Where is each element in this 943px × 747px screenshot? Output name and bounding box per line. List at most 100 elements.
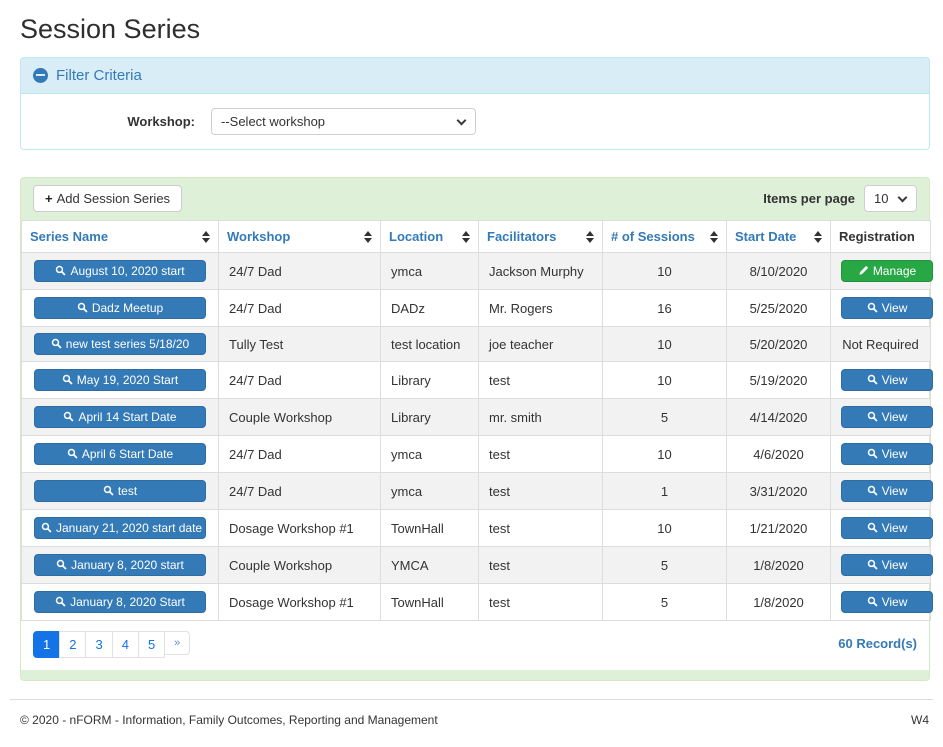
workshop-cell: Dosage Workshop #1: [218, 583, 381, 621]
sort-icon: [462, 230, 470, 243]
column-header-facilitators[interactable]: Facilitators: [478, 220, 603, 253]
search-icon: [55, 595, 70, 609]
sessions-cell: 16: [602, 289, 727, 327]
start-date-cell: 5/25/2020: [726, 289, 831, 327]
series-name-button[interactable]: January 8, 2020 Start: [34, 591, 206, 613]
filter-criteria-title: Filter Criteria: [56, 67, 142, 84]
column-header-location[interactable]: Location: [380, 220, 479, 253]
items-per-page-select[interactable]: 10: [864, 185, 917, 212]
column-label: # of Sessions: [611, 229, 695, 244]
workshop-cell: 24/7 Dad: [218, 252, 381, 290]
version-label: W4: [911, 713, 929, 727]
view-registration-button[interactable]: View: [841, 297, 933, 319]
page-button-5[interactable]: 5: [137, 631, 166, 658]
view-registration-button[interactable]: View: [841, 369, 933, 391]
view-registration-button[interactable]: View: [841, 480, 933, 502]
search-icon: [867, 410, 882, 424]
start-date-cell: 5/19/2020: [726, 361, 831, 399]
location-cell: test location: [380, 326, 479, 362]
location-cell: Library: [380, 398, 479, 436]
view-registration-button[interactable]: View: [841, 517, 933, 539]
search-icon: [55, 264, 70, 278]
collapse-minus-icon[interactable]: [33, 68, 48, 83]
location-cell: TownHall: [380, 583, 479, 621]
search-icon: [51, 337, 66, 351]
search-icon: [867, 595, 882, 609]
series-name-label: new test series 5/18/20: [65, 337, 190, 351]
next-pages-button[interactable]: »: [164, 631, 191, 655]
workshop-cell: 24/7 Dad: [218, 435, 381, 473]
series-name-cell: January 8, 2020 start: [21, 546, 219, 584]
series-name-cell: new test series 5/18/20: [21, 326, 219, 362]
start-date-cell: 1/21/2020: [726, 509, 831, 547]
sessions-cell: 10: [602, 509, 727, 547]
page-button-4[interactable]: 4: [111, 631, 139, 658]
page-button-3[interactable]: 3: [85, 631, 113, 658]
series-name-button[interactable]: January 21, 2020 start date: [34, 517, 206, 539]
session-series-table: Series Name Workshop Location Facilitators #…: [21, 220, 933, 621]
search-icon: [867, 301, 882, 315]
registration-cell: Manage: [830, 252, 933, 290]
search-icon: [41, 521, 56, 535]
workshop-cell: 24/7 Dad: [218, 361, 381, 399]
workshop-select[interactable]: --Select workshop: [211, 108, 476, 135]
sort-icon: [586, 230, 594, 243]
view-registration-button[interactable]: View: [841, 443, 933, 465]
add-session-series-button[interactable]: + Add Session Series: [33, 185, 183, 212]
series-name-button[interactable]: new test series 5/18/20: [34, 333, 206, 355]
start-date-cell: 8/10/2020: [726, 252, 831, 290]
column-header-start_date[interactable]: Start Date: [726, 220, 831, 253]
table-row: January 21, 2020 start date Dosage Worksh…: [21, 509, 933, 547]
facilitators-cell: Mr. Rogers: [478, 289, 603, 327]
button-label: View: [881, 558, 908, 572]
view-registration-button[interactable]: View: [841, 554, 933, 576]
table-row: January 8, 2020 Start Dosage Workshop #1 T…: [21, 583, 933, 621]
series-name-cell: April 14 Start Date: [21, 398, 219, 436]
series-name-label: test: [117, 484, 138, 498]
series-name-button[interactable]: August 10, 2020 start: [34, 260, 206, 282]
column-label: Workshop: [227, 229, 291, 244]
filter-panel: Filter Criteria Workshop: --Select works…: [20, 57, 930, 150]
table-row: new test series 5/18/20 Tully Test test lo…: [21, 326, 931, 362]
start-date-cell: 1/8/2020: [726, 583, 831, 621]
series-name-button[interactable]: May 19, 2020 Start: [34, 369, 206, 391]
page-button-1[interactable]: 1: [33, 631, 61, 658]
column-header-workshop[interactable]: Workshop: [218, 220, 381, 253]
panel-toolbar: + Add Session Series Items per page 10: [21, 178, 929, 220]
search-icon: [67, 447, 82, 461]
series-name-cell: January 21, 2020 start date: [21, 509, 219, 547]
location-cell: Library: [380, 361, 479, 399]
column-header-sessions[interactable]: # of Sessions: [602, 220, 727, 253]
series-name-button[interactable]: April 6 Start Date: [34, 443, 206, 465]
series-name-label: May 19, 2020 Start: [76, 373, 179, 387]
registration-cell: View: [830, 583, 933, 621]
search-icon: [63, 410, 78, 424]
series-name-button[interactable]: test: [34, 480, 206, 502]
column-label: Registration: [839, 229, 915, 244]
series-name-button[interactable]: Dadz Meetup: [34, 297, 206, 319]
view-registration-button[interactable]: View: [841, 591, 933, 613]
filter-criteria-header[interactable]: Filter Criteria: [21, 58, 929, 94]
items-per-page: Items per page 10: [763, 185, 917, 212]
series-name-button[interactable]: April 14 Start Date: [34, 406, 206, 428]
manage-registration-button[interactable]: Manage: [841, 260, 933, 282]
workshop-label: Workshop:: [127, 114, 195, 129]
start-date-cell: 4/14/2020: [726, 398, 831, 436]
column-header-series_name[interactable]: Series Name: [21, 220, 219, 253]
sessions-cell: 10: [602, 361, 727, 399]
registration-cell: View: [830, 435, 933, 473]
start-date-cell: 5/20/2020: [726, 326, 831, 362]
plus-icon: +: [45, 191, 53, 206]
page-button-2[interactable]: 2: [59, 631, 87, 658]
view-registration-button[interactable]: View: [841, 406, 933, 428]
sort-icon: [202, 230, 210, 243]
search-icon: [867, 521, 882, 535]
facilitators-cell: test: [478, 435, 603, 473]
registration-cell: View: [830, 289, 933, 327]
sort-icon: [814, 230, 822, 243]
button-label: View: [881, 484, 908, 498]
page-footer: © 2020 - nFORM - Information, Family Out…: [10, 699, 933, 747]
series-name-cell: Dadz Meetup: [21, 289, 219, 327]
table-row: test 24/7 Dad ymca test 1 3/31/2020 View: [21, 472, 933, 510]
series-name-button[interactable]: January 8, 2020 start: [34, 554, 206, 576]
